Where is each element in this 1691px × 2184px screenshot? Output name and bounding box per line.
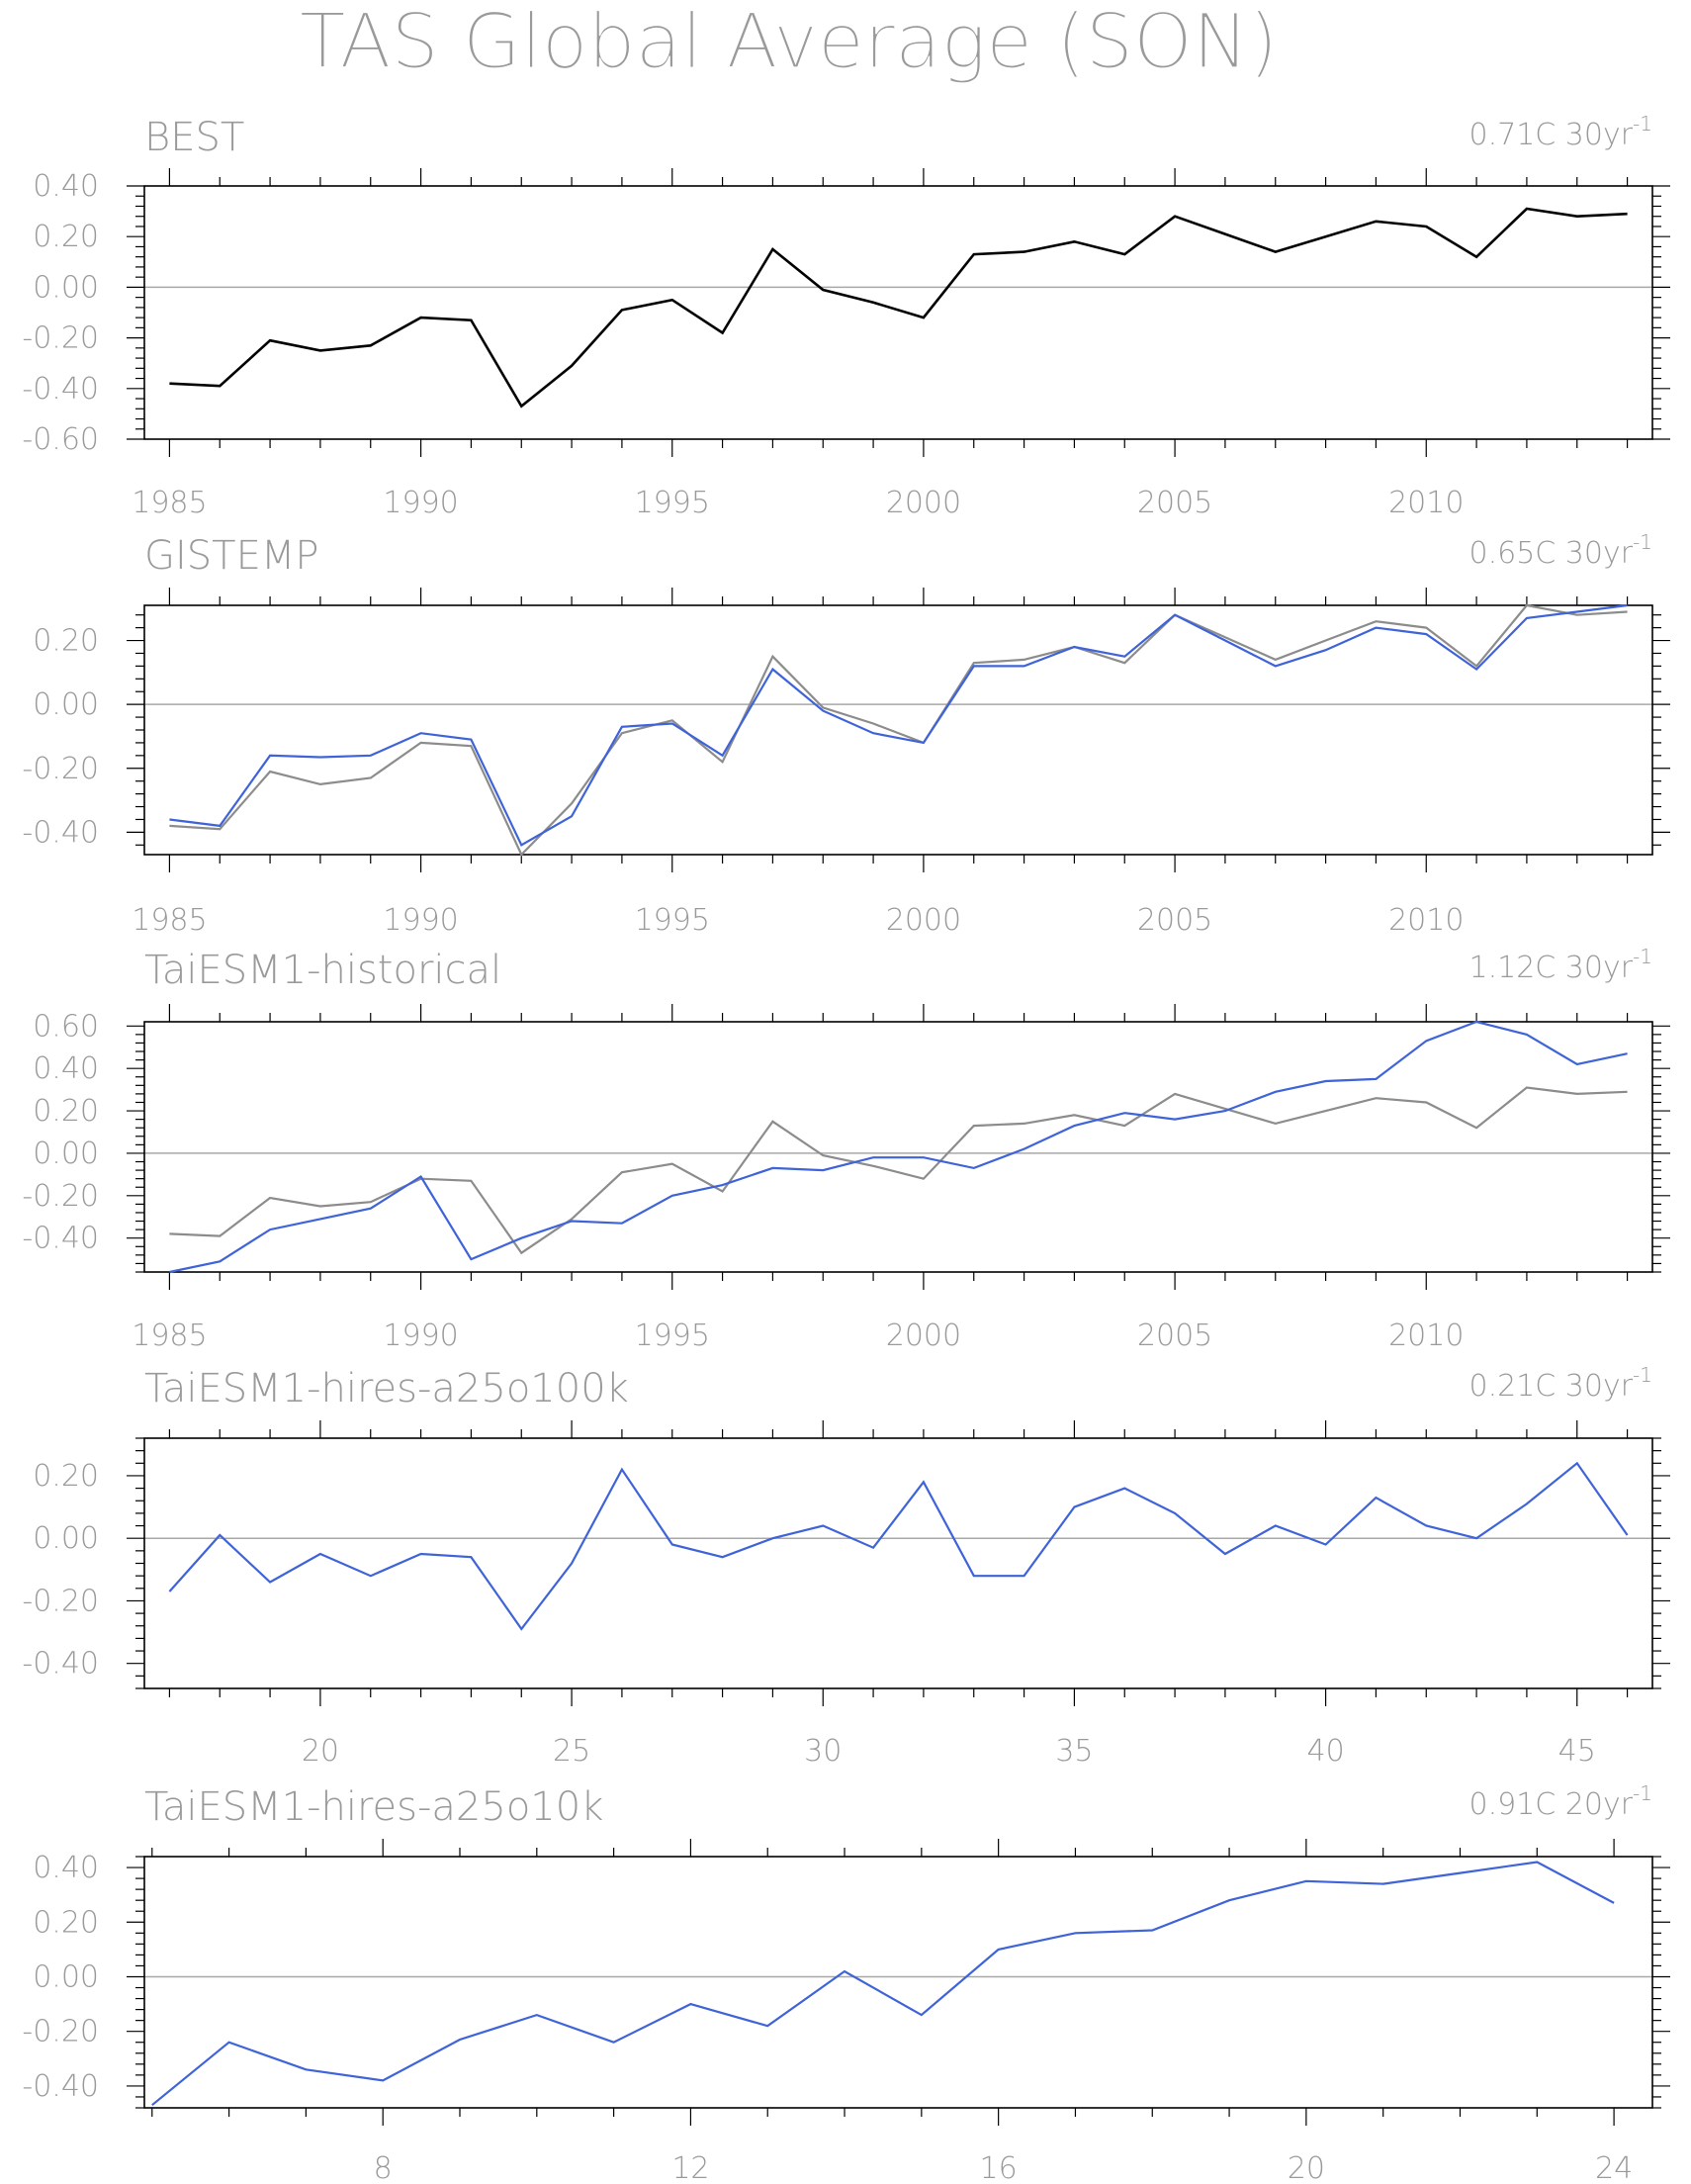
series-line-1	[168, 1461, 1629, 1631]
y-tick-label: 0.40	[33, 1851, 99, 1885]
plot-frame	[143, 1437, 1653, 1689]
trend-label: 1.12C 30yr-1	[1469, 945, 1653, 985]
trend-exponent: -1	[1633, 1781, 1652, 1805]
trend-exponent: -1	[1633, 945, 1652, 968]
trend-value: 0.71C 30yr	[1469, 118, 1634, 152]
x-tick-label: 1995	[635, 1319, 710, 1353]
panel-5: TaiESM1-hires-a25o10k 0.91C 20yr-1 8 12 16 20…	[22, 1781, 1670, 2184]
trend-label: 0.21C 30yr-1	[1469, 1363, 1653, 1404]
x-tick-label: 2000	[886, 486, 961, 520]
x-tick-label: 45	[1558, 1734, 1596, 1769]
panel-2: GISTEMP 0.65C 30yr-1 1985 1990 1995 2000 2005 2…	[22, 530, 1670, 938]
x-tick-label: 2005	[1137, 1319, 1212, 1353]
x-tick-label: 2005	[1137, 903, 1212, 938]
trend-value: 0.65C 30yr	[1469, 536, 1634, 571]
y-tick-label: -0.40	[22, 815, 99, 850]
x-tick-label: 1990	[383, 1319, 458, 1353]
y-tick-label: 0.20	[33, 220, 99, 254]
trend-exponent: -1	[1633, 112, 1652, 136]
x-tick-label: 2000	[886, 903, 961, 938]
x-tick-label: 20	[1288, 2151, 1325, 2184]
y-tick-label: 0.00	[33, 270, 99, 305]
x-tick-label: 16	[980, 2151, 1018, 2184]
x-tick-label: 1985	[132, 486, 207, 520]
y-tick-label: 0.40	[33, 1051, 99, 1086]
y-tick-label: -0.40	[22, 372, 99, 407]
y-tick-label: 0.20	[33, 1094, 99, 1129]
panel-title: GISTEMP	[144, 533, 319, 579]
x-tick-label: 40	[1306, 1734, 1344, 1769]
x-tick-label: 1985	[132, 1319, 207, 1353]
x-tick-label: 2000	[886, 1319, 961, 1353]
panel-3: TaiESM1-historical 1.12C 30yr-1 1985 1990 19…	[22, 945, 1670, 1353]
y-tick-label: -0.60	[22, 422, 99, 457]
y-tick-label: 0.00	[33, 1137, 99, 1171]
y-tick-label: 0.00	[33, 687, 99, 722]
panel-title: TaiESM1-hires-a25o100k	[144, 1366, 629, 1411]
x-tick-label: 1995	[635, 486, 710, 520]
series-line-1	[169, 1086, 1628, 1255]
trend-value: 1.12C 30yr	[1469, 951, 1634, 985]
plot-frame	[143, 604, 1653, 856]
x-tick-label: 1990	[383, 903, 458, 938]
y-tick-label: -0.40	[22, 1647, 99, 1682]
trend-exponent: -1	[1633, 530, 1652, 554]
y-tick-label: 0.20	[33, 1905, 99, 1940]
trend-exponent: -1	[1633, 1363, 1652, 1387]
y-tick-label: 0.00	[33, 1959, 99, 1994]
y-tick-label: -0.20	[22, 2015, 99, 2049]
x-tick-label: 1985	[132, 903, 207, 938]
y-tick-label: 0.60	[33, 1009, 99, 1044]
x-tick-label: 1990	[383, 486, 458, 520]
y-tick-label: -0.40	[22, 1222, 99, 1256]
trend-value: 0.21C 30yr	[1469, 1369, 1634, 1404]
panel-title: BEST	[144, 115, 244, 160]
x-tick-label: 2010	[1388, 1319, 1464, 1353]
x-tick-label: 8	[374, 2151, 393, 2184]
series-line-1	[151, 1861, 1615, 2107]
series-line-1	[169, 603, 1628, 857]
x-tick-label: 25	[553, 1734, 590, 1769]
panel-1: BEST 0.71C 30yr-1 1985 1990 1995 2000 2005 2010…	[22, 112, 1670, 520]
trend-label: 0.71C 30yr-1	[1469, 112, 1653, 152]
x-tick-label: 12	[671, 2151, 709, 2184]
x-tick-label: 2010	[1388, 903, 1464, 938]
y-tick-label: -0.20	[22, 1584, 99, 1618]
y-tick-label: 0.00	[33, 1521, 99, 1556]
y-tick-label: 0.40	[33, 169, 99, 204]
plot-frame	[143, 1021, 1653, 1273]
y-tick-label: 0.20	[33, 1459, 99, 1494]
panel-title: TaiESM1-hires-a25o10k	[144, 1784, 603, 1830]
figure-title: TAS Global Average (SON)	[300, 0, 1278, 85]
x-tick-label: 35	[1055, 1734, 1093, 1769]
trend-label: 0.91C 20yr-1	[1469, 1781, 1653, 1822]
y-tick-label: -0.40	[22, 2069, 99, 2104]
series-line-1	[169, 207, 1628, 409]
series-line-2	[169, 1020, 1628, 1274]
y-tick-label: 0.20	[33, 624, 99, 659]
x-tick-label: 20	[302, 1734, 339, 1769]
plot-frame	[143, 185, 1653, 440]
x-tick-label: 24	[1595, 2151, 1633, 2184]
plot-frame	[143, 1856, 1653, 2109]
trend-label: 0.65C 30yr-1	[1469, 530, 1653, 571]
y-tick-label: -0.20	[22, 1179, 99, 1214]
panel-title: TaiESM1-historical	[144, 948, 501, 993]
x-tick-label: 2010	[1388, 486, 1464, 520]
trend-value: 0.91C 20yr	[1469, 1787, 1634, 1822]
y-tick-label: -0.20	[22, 321, 99, 356]
x-tick-label: 1995	[635, 903, 710, 938]
y-tick-label: -0.20	[22, 752, 99, 786]
panel-4: TaiESM1-hires-a25o100k 0.21C 30yr-1 20 25 30…	[22, 1363, 1670, 1769]
x-tick-label: 30	[804, 1734, 842, 1769]
x-tick-label: 2005	[1137, 486, 1212, 520]
series-line-2	[169, 603, 1628, 847]
